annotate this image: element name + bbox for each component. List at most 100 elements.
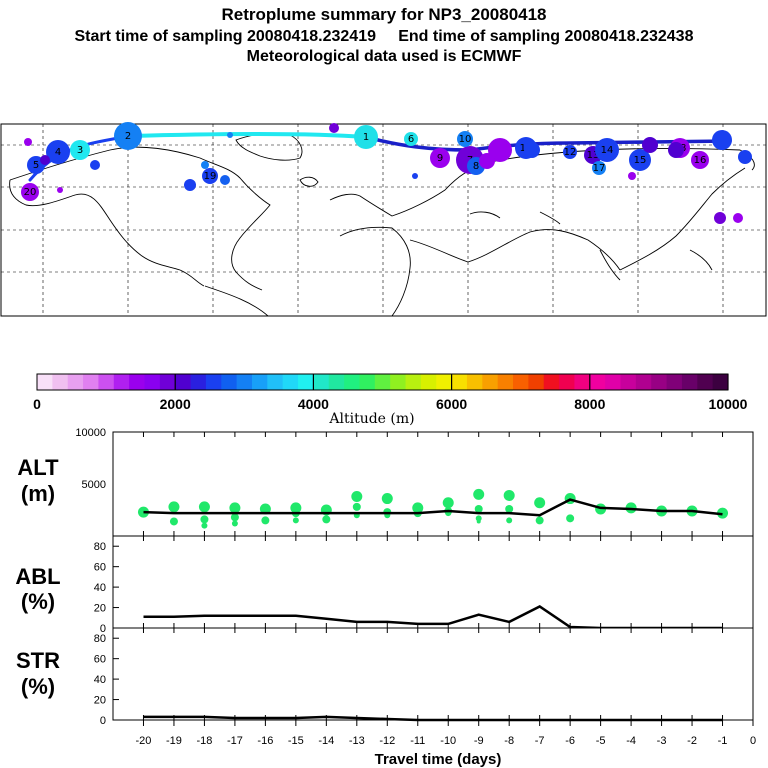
colorbar-tick-label: 8000	[574, 396, 605, 412]
plume-marker-circle	[595, 138, 619, 162]
plume-particle	[184, 179, 196, 191]
alt-cluster-dot	[259, 503, 271, 515]
alt-cluster-dot	[381, 493, 393, 505]
figure-title: Retroplume summary for NP3_20080418	[221, 5, 546, 24]
abl-ytick-label: 20	[94, 603, 106, 615]
plume-marker: 16	[691, 151, 709, 169]
colorbar-tick-label: 0	[33, 396, 41, 412]
plume-marker-circle	[404, 132, 418, 146]
colorbar-ticks: 0 2000 4000 6000 8000 10000	[33, 374, 748, 412]
colorbar-cell	[282, 374, 299, 390]
plume-particle	[738, 150, 752, 164]
plume-particle	[227, 132, 233, 138]
plume-marker-circle	[202, 168, 218, 184]
plume-marker-circle	[430, 148, 450, 168]
plume-marker-circle	[629, 149, 651, 171]
plume-particle	[668, 142, 684, 158]
x-tick-label: -18	[196, 735, 212, 747]
colorbar-cell	[466, 374, 483, 390]
colorbar-cell	[205, 374, 222, 390]
plume-particle	[57, 187, 63, 193]
world-map-panel: 1234567891011121314151617181920	[0, 122, 767, 317]
colorbar-cell	[159, 374, 176, 390]
plume-particle	[733, 213, 743, 223]
plume-marker: 9	[430, 148, 450, 168]
x-tick-label: -4	[626, 735, 636, 747]
alt-cluster-dot	[352, 502, 361, 511]
plume-marker: 2	[114, 122, 142, 150]
x-axis-label: Travel time (days)	[375, 751, 502, 768]
plume-marker-label: 6	[408, 134, 414, 145]
alt-cluster-dot	[476, 519, 481, 524]
x-tick-label: -2	[687, 735, 697, 747]
alt-mean-line	[143, 498, 723, 517]
plume-marker-label: 1	[363, 132, 369, 143]
colorbar-cell	[712, 374, 729, 390]
alt-cluster-dot	[169, 517, 178, 526]
alt-ylabel-line2: (m)	[21, 481, 55, 506]
alt-cluster-dot	[198, 501, 210, 513]
plume-marker: 20	[21, 183, 39, 201]
plume-marker: 6	[404, 132, 418, 146]
plume-particle	[220, 175, 230, 185]
x-tick-label: -20	[136, 735, 152, 747]
str-marks: 0 20 40 60 80	[94, 633, 723, 727]
colorbar-cell	[267, 374, 284, 390]
plume-marker-label: 3	[77, 145, 83, 156]
colorbar-cell	[666, 374, 683, 390]
colorbar-tick-label: 6000	[436, 396, 467, 412]
alt-cluster-dot	[534, 497, 546, 509]
x-tick-label: -13	[349, 735, 365, 747]
plume-particle	[642, 137, 658, 153]
x-tick-label: -15	[288, 735, 304, 747]
colorbar-cell	[420, 374, 437, 390]
colorbar-cells	[37, 374, 729, 390]
plume-particle	[479, 153, 495, 169]
alt-cluster-dot	[230, 513, 239, 522]
colorbar-tick-label: 10000	[709, 396, 748, 412]
alt-cluster-dot	[200, 515, 209, 524]
colorbar-cell	[635, 374, 652, 390]
x-tick-label: -3	[657, 735, 667, 747]
alt-cluster-dot	[442, 497, 454, 509]
str-ytick-label: 40	[94, 674, 106, 686]
x-tick-label: -12	[379, 735, 395, 747]
plume-marker-label: 17	[593, 163, 606, 174]
plume-marker-label: 12	[564, 147, 577, 158]
colorbar-cell	[620, 374, 637, 390]
plume-marker-label: 14	[601, 145, 614, 156]
alt-panel-frame	[112, 431, 754, 537]
plume-marker-circle	[46, 140, 70, 164]
colorbar-cell	[37, 374, 53, 390]
plume-particle	[628, 172, 636, 180]
x-axis: -20 -19 -18 -17 -16 -15 -14 -13 -12 -11 -10 -9 -8 -7-…	[136, 432, 756, 747]
x-tick-label: -10	[440, 735, 456, 747]
plume-marker: 12	[563, 145, 577, 159]
colorbar-cell	[236, 374, 253, 390]
colorbar-cell	[328, 374, 345, 390]
colorbar-cell	[190, 374, 207, 390]
plume-marker: 1	[354, 125, 378, 149]
alt-cluster-dot	[506, 517, 513, 524]
alt-cluster-dot	[566, 514, 575, 523]
x-tick-label: -7	[535, 735, 545, 747]
alt-cluster-dot	[503, 489, 515, 501]
colorbar-cell	[390, 374, 407, 390]
str-panel: STR (%) 0 20 40 60 80	[16, 627, 754, 727]
colorbar-cell	[543, 374, 560, 390]
plume-marker-circle	[354, 125, 378, 149]
plume-marker-label: 19	[204, 171, 217, 182]
plume-marker: 4	[46, 140, 70, 164]
x-tick-label: -19	[166, 735, 182, 747]
alt-cluster-dot	[231, 520, 238, 527]
colorbar-cell	[482, 374, 499, 390]
colorbar-cell	[298, 374, 314, 390]
plume-particle	[40, 155, 50, 165]
x-tick-label: -11	[410, 735, 425, 747]
alt-cluster-dot	[139, 508, 148, 517]
x-tick-label: -17	[227, 735, 243, 747]
str-ylabel-line1: STR	[16, 648, 60, 673]
plume-marker-label: 4	[55, 147, 61, 158]
alt-marks	[137, 488, 729, 529]
plume-particle	[488, 138, 512, 162]
